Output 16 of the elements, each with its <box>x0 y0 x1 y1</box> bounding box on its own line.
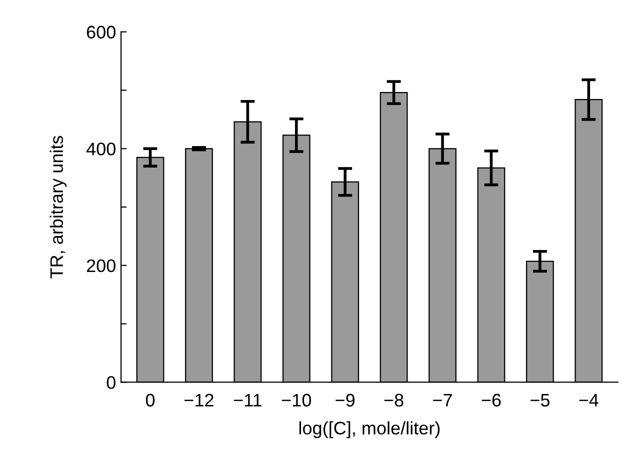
x-tick-label: −7 <box>433 394 452 406</box>
y-tick-label: 400 <box>86 142 116 156</box>
x-tick-label: −11 <box>234 394 262 406</box>
x-tick-label: −6 <box>482 394 501 407</box>
x-tick-label: −9 <box>336 394 355 407</box>
x-axis-title: log([C], mole/liter) <box>299 421 440 438</box>
x-tick-label: −10 <box>282 394 311 407</box>
y-tick-label: 0 <box>106 376 116 389</box>
x-tick-label: −12 <box>184 394 214 406</box>
x-tick-label: −5 <box>530 394 550 407</box>
y-axis-title: TR, arbitrary units <box>50 136 67 278</box>
x-tick-label: −4 <box>579 394 598 406</box>
x-tick-label: 0 <box>146 394 155 407</box>
y-tick-label: 600 <box>86 26 116 39</box>
x-tick-label: −8 <box>384 394 404 407</box>
y-tick-label: 200 <box>86 259 116 272</box>
